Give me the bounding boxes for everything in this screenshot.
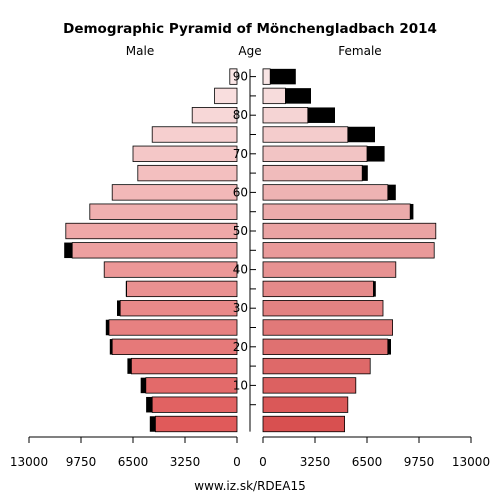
bar-female-25-29 [262,319,394,336]
bar-female-65-69 [262,164,363,182]
bar-male-30-34 [119,300,238,317]
bar-female-0-4 [262,415,345,433]
bar-female-85-89 [262,87,286,105]
bar-female-extra-70-74 [367,146,385,162]
bar-male-extra-15-19 [127,358,132,374]
bar-female-70-74 [262,145,368,162]
bar-female-extra-55-59 [410,203,414,220]
bar-male-50-54 [65,222,238,240]
bar-female-30-34 [262,300,384,317]
x-tick-label-male: 13000 [10,455,48,469]
bar-female-extra-75-79 [347,126,375,143]
age-tick-label: 70 [233,147,248,161]
x-tick-label-female: 6500 [352,455,383,469]
age-tick-label: 60 [233,185,248,199]
bar-male-40-44 [103,261,238,278]
bar-male-extra-5-9 [146,396,153,413]
bar-female-35-39 [262,280,374,298]
bar-male-5-9 [151,396,238,413]
x-tick-label-female: 13000 [452,455,490,469]
bar-female-45-49 [262,242,435,259]
bar-female-extra-60-64 [387,184,396,201]
bar-female-60-64 [262,184,389,201]
bar-female-extra-80-84 [307,107,335,123]
x-tick-label-female: 9750 [404,455,435,469]
bar-male-85-89 [214,87,238,105]
x-tick-label-female: 3250 [300,455,331,469]
bar-male-65-69 [137,164,238,182]
x-tick-label-male: 0 [233,455,241,469]
age-tick-label: 80 [233,108,248,122]
x-tick-label-male: 9750 [66,455,97,469]
bar-male-25-29 [108,319,238,336]
bar-male-55-59 [89,203,238,220]
bar-female-50-54 [262,222,437,240]
bar-male-80-84 [191,107,238,124]
axes-group: 13000 9750 6500 3250 0 0 3250 6500 9750 13000 10 20… [10,68,490,469]
bar-female-90+ [262,68,271,85]
bar-female-20-24 [262,338,389,355]
footer-url: www.iz.sk/RDEA15 [194,479,306,493]
x-tick-label-female: 0 [259,455,267,469]
bar-female-extra-85-89 [285,88,311,104]
bar-male-70-74 [132,145,238,162]
bar-female-80-84 [262,107,309,124]
bar-male-extra-45-49 [64,242,73,259]
bar-female-extra-35-39 [373,281,376,297]
bar-male-extra-20-24 [109,339,113,355]
bar-female-5-9 [262,396,349,413]
bar-female-75-79 [262,126,349,143]
bar-male-60-64 [111,184,238,201]
bar-male-extra-30-34 [117,300,121,316]
chart-title: Demographic Pyramid of Mönchengladbach 2… [63,21,437,37]
bar-male-extra-10-14 [140,377,146,394]
bar-female-extra-90+ [270,68,296,85]
age-tick-label: 40 [233,263,248,277]
x-tick-label-male: 6500 [118,455,149,469]
bar-male-extra-35-39 [125,281,127,297]
age-tick-label: 90 [233,70,248,84]
bar-male-0-4 [154,415,238,433]
age-tick-label: 20 [233,340,248,354]
age-tick-label: 10 [233,378,248,392]
bar-male-75-79 [151,126,238,143]
bar-male-extra-0-4 [149,416,156,432]
age-tick-label: 30 [233,301,248,315]
bar-male-10-14 [145,377,238,394]
bar-male-35-39 [126,280,238,298]
bars-group [64,68,437,433]
age-label: Age [238,44,261,58]
bar-female-10-14 [262,377,357,394]
bar-female-15-19 [262,357,371,375]
bar-male-extra-25-29 [105,319,109,336]
x-tick-label-male: 3250 [170,455,201,469]
female-label: Female [338,44,381,58]
bar-male-90+ [229,68,238,85]
bar-male-45-49 [71,242,238,259]
male-label: Male [126,44,154,58]
bar-female-extra-20-24 [387,339,391,355]
bar-male-15-19 [130,357,238,375]
bar-female-55-59 [262,203,411,220]
bar-female-40-44 [262,261,397,278]
bar-male-20-24 [111,338,238,355]
bar-female-extra-65-69 [362,165,368,181]
age-tick-label: 50 [233,224,248,238]
